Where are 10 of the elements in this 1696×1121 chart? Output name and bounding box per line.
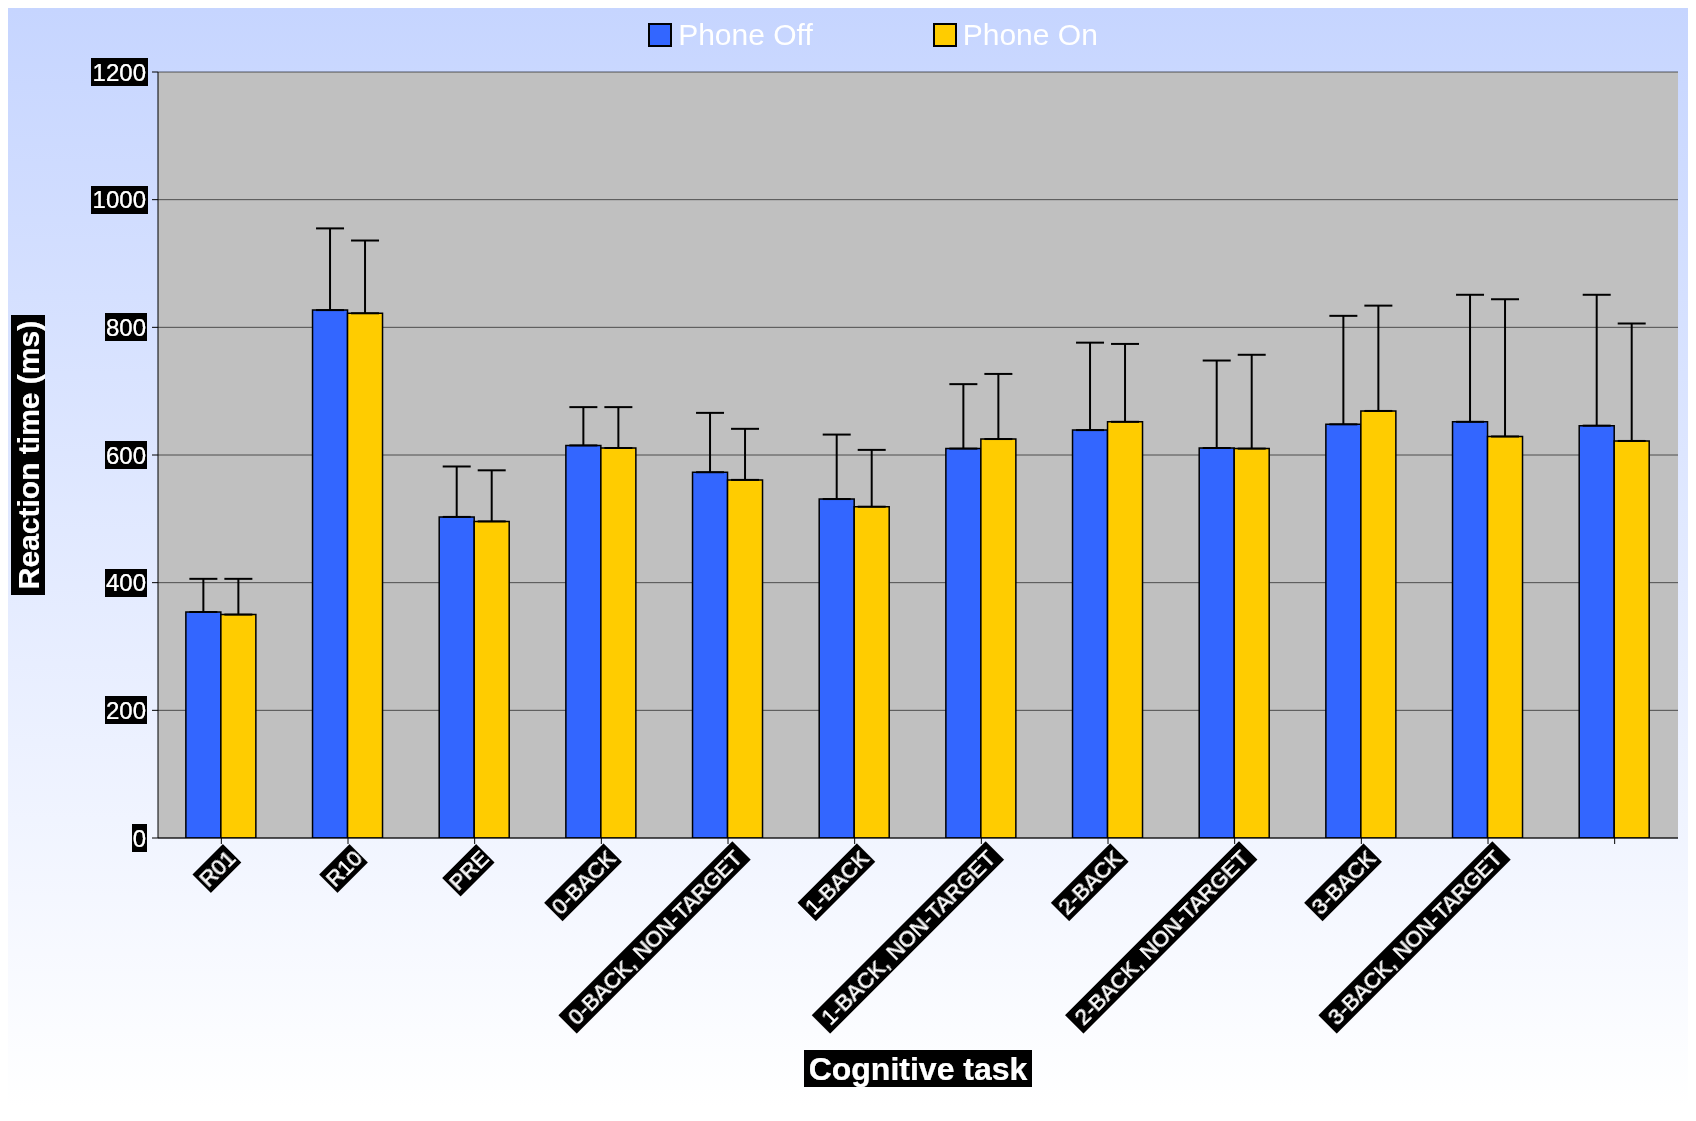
y-axis-title: Reaction time (ms) <box>11 320 45 590</box>
y-tick-label: 0 <box>132 824 146 852</box>
y-tick-label: 600 <box>105 441 146 469</box>
legend-label: Phone Off <box>677 18 813 52</box>
legend-label: Phone On <box>961 18 1098 52</box>
x-tick-label: R01 <box>194 845 241 892</box>
x-axis-title: Cognitive task <box>808 1050 1028 1087</box>
x-tick-label: R10 <box>320 845 368 892</box>
y-tick-label: 200 <box>105 696 146 724</box>
y-tick-label: 400 <box>105 569 146 597</box>
